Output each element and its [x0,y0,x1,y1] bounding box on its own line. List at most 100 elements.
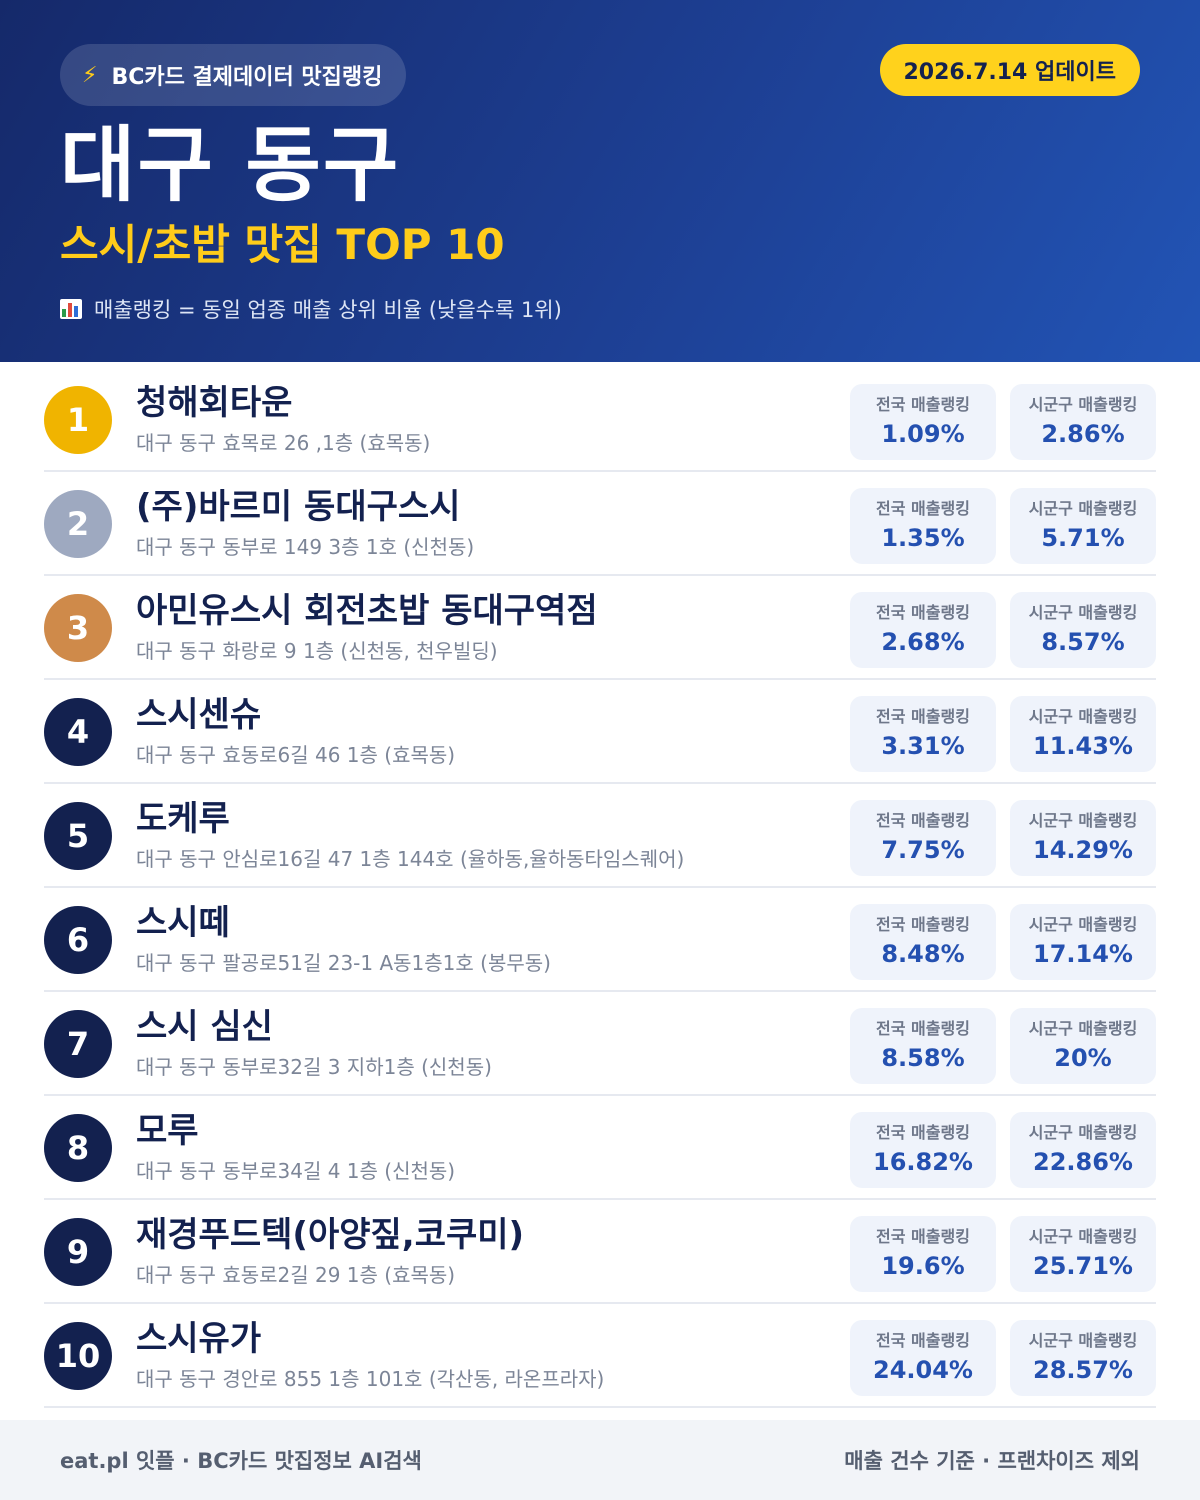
national-ranking-value: 7.75% [881,836,965,864]
page-subtitle: 스시/초밥 맛집 TOP 10 [60,220,505,269]
restaurant-address: 대구 동구 동부로34길 4 1층 (신천동) [136,1159,456,1183]
local-ranking-box: 시군구 매출랭킹 5.71% [1010,488,1156,564]
rank-badge: 9 [44,1218,112,1286]
national-ranking-label: 전국 매출랭킹 [876,915,970,934]
national-ranking-label: 전국 매출랭킹 [876,1123,970,1142]
local-ranking-box: 시군구 매출랭킹 20% [1010,1008,1156,1084]
local-ranking-value: 11.43% [1033,732,1133,760]
restaurant-address: 대구 동구 효동로2길 29 1층 (효목동) [136,1263,456,1287]
restaurant-name[interactable]: 스시떼 [136,903,230,943]
national-ranking-box: 전국 매출랭킹 8.58% [850,1008,996,1084]
local-ranking-value: 22.86% [1033,1148,1133,1176]
restaurant-name[interactable]: 스시 심신 [136,1007,273,1047]
ranking-note: 매출랭킹 = 동일 업종 매출 상위 비율 (낮을수록 1위) [60,294,562,324]
restaurant-name[interactable]: 아민유스시 회전초밥 동대구역점 [136,591,598,631]
local-ranking-value: 14.29% [1033,836,1133,864]
national-ranking-value: 24.04% [873,1356,973,1384]
page-title: 대구 동구 [60,118,401,213]
restaurant-address: 대구 동구 동부로32길 3 지하1층 (신천동) [136,1055,492,1079]
restaurant-address: 대구 동구 동부로 149 3층 1호 (신천동) [136,535,475,559]
restaurant-row[interactable]: 6 스시떼 대구 동구 팔공로51길 23-1 A동1층1호 (봉무동) 전국 … [44,888,1156,992]
national-ranking-box: 전국 매출랭킹 3.31% [850,696,996,772]
national-ranking-box: 전국 매출랭킹 2.68% [850,592,996,668]
restaurant-row[interactable]: 9 재경푸드텍(아양짚,코쿠미) 대구 동구 효동로2길 29 1층 (효목동)… [44,1200,1156,1304]
restaurant-row[interactable]: 10 스시유가 대구 동구 경안로 855 1층 101호 (각산동, 라온프라… [44,1304,1156,1408]
source-badge: ⚡ BC카드 결제데이터 맛집랭킹 [60,44,407,106]
local-ranking-label: 시군구 매출랭킹 [1028,1331,1138,1350]
national-ranking-box: 전국 매출랭킹 7.75% [850,800,996,876]
local-ranking-box: 시군구 매출랭킹 14.29% [1010,800,1156,876]
local-ranking-value: 5.71% [1041,524,1125,552]
rank-badge: 6 [44,906,112,974]
local-ranking-label: 시군구 매출랭킹 [1028,1123,1138,1142]
restaurant-row[interactable]: 8 모루 대구 동구 동부로34길 4 1층 (신천동) 전국 매출랭킹 16.… [44,1096,1156,1200]
ranking-note-text: 매출랭킹 = 동일 업종 매출 상위 비율 (낮을수록 1위) [94,298,562,322]
local-ranking-box: 시군구 매출랭킹 22.86% [1010,1112,1156,1188]
restaurant-name[interactable]: (주)바르미 동대구스시 [136,487,461,527]
national-ranking-box: 전국 매출랭킹 19.6% [850,1216,996,1292]
header-banner: ⚡ BC카드 결제데이터 맛집랭킹 2026.7.14 업데이트 대구 동구 스… [0,0,1200,362]
local-ranking-box: 시군구 매출랭킹 11.43% [1010,696,1156,772]
rank-badge: 7 [44,1010,112,1078]
restaurant-address: 대구 동구 효동로6길 46 1층 (효목동) [136,743,456,767]
rank-badge: 1 [44,386,112,454]
local-ranking-label: 시군구 매출랭킹 [1028,395,1138,414]
restaurant-address: 대구 동구 안심로16길 47 1층 144호 (율하동,율하동타임스퀘어) [136,847,685,871]
rank-badge: 5 [44,802,112,870]
national-ranking-label: 전국 매출랭킹 [876,395,970,414]
restaurant-address: 대구 동구 경안로 855 1층 101호 (각산동, 라온프라자) [136,1367,605,1391]
bar-chart-icon [60,299,82,319]
local-ranking-value: 8.57% [1041,628,1125,656]
national-ranking-label: 전국 매출랭킹 [876,707,970,726]
rank-badge: 10 [44,1322,112,1390]
restaurant-address: 대구 동구 팔공로51길 23-1 A동1층1호 (봉무동) [136,951,551,975]
national-ranking-label: 전국 매출랭킹 [876,1331,970,1350]
national-ranking-box: 전국 매출랭킹 1.09% [850,384,996,460]
local-ranking-label: 시군구 매출랭킹 [1028,499,1138,518]
restaurant-name[interactable]: 스시유가 [136,1319,262,1359]
local-ranking-label: 시군구 매출랭킹 [1028,1019,1138,1038]
footer-source: eat.pl 잇플 · BC카드 맛집정보 AI검색 [60,1449,422,1473]
national-ranking-value: 1.35% [881,524,965,552]
local-ranking-label: 시군구 매출랭킹 [1028,707,1138,726]
national-ranking-value: 16.82% [873,1148,973,1176]
restaurant-row[interactable]: 5 도케루 대구 동구 안심로16길 47 1층 144호 (율하동,율하동타임… [44,784,1156,888]
local-ranking-value: 20% [1054,1044,1112,1072]
local-ranking-label: 시군구 매출랭킹 [1028,1227,1138,1246]
local-ranking-box: 시군구 매출랭킹 8.57% [1010,592,1156,668]
lightning-icon: ⚡ [82,62,98,88]
footer: eat.pl 잇플 · BC카드 맛집정보 AI검색 매출 건수 기준 · 프랜… [0,1420,1200,1500]
restaurant-name[interactable]: 재경푸드텍(아양짚,코쿠미) [136,1215,525,1255]
restaurant-name[interactable]: 청해회타운 [136,383,293,423]
local-ranking-box: 시군구 매출랭킹 28.57% [1010,1320,1156,1396]
rank-badge: 2 [44,490,112,558]
restaurant-row[interactable]: 4 스시센슈 대구 동구 효동로6길 46 1층 (효목동) 전국 매출랭킹 3… [44,680,1156,784]
rank-badge: 4 [44,698,112,766]
restaurant-name[interactable]: 도케루 [136,799,230,839]
national-ranking-value: 8.48% [881,940,965,968]
local-ranking-value: 17.14% [1033,940,1133,968]
national-ranking-label: 전국 매출랭킹 [876,1227,970,1246]
national-ranking-box: 전국 매출랭킹 16.82% [850,1112,996,1188]
national-ranking-box: 전국 매출랭킹 24.04% [850,1320,996,1396]
update-date-badge: 2026.7.14 업데이트 [879,44,1140,96]
national-ranking-label: 전국 매출랭킹 [876,1019,970,1038]
local-ranking-box: 시군구 매출랭킹 2.86% [1010,384,1156,460]
restaurant-row[interactable]: 7 스시 심신 대구 동구 동부로32길 3 지하1층 (신천동) 전국 매출랭… [44,992,1156,1096]
restaurant-name[interactable]: 모루 [136,1111,199,1151]
restaurant-row[interactable]: 2 (주)바르미 동대구스시 대구 동구 동부로 149 3층 1호 (신천동)… [44,472,1156,576]
restaurant-row[interactable]: 3 아민유스시 회전초밥 동대구역점 대구 동구 화랑로 9 1층 (신천동, … [44,576,1156,680]
local-ranking-label: 시군구 매출랭킹 [1028,603,1138,622]
national-ranking-value: 1.09% [881,420,965,448]
national-ranking-value: 19.6% [881,1252,965,1280]
local-ranking-value: 25.71% [1033,1252,1133,1280]
local-ranking-label: 시군구 매출랭킹 [1028,811,1138,830]
national-ranking-box: 전국 매출랭킹 8.48% [850,904,996,980]
national-ranking-value: 8.58% [881,1044,965,1072]
local-ranking-box: 시군구 매출랭킹 17.14% [1010,904,1156,980]
restaurant-name[interactable]: 스시센슈 [136,695,262,735]
national-ranking-box: 전국 매출랭킹 1.35% [850,488,996,564]
restaurant-row[interactable]: 1 청해회타운 대구 동구 효목로 26 ,1층 (효목동) 전국 매출랭킹 1… [44,368,1156,472]
national-ranking-value: 2.68% [881,628,965,656]
national-ranking-label: 전국 매출랭킹 [876,499,970,518]
